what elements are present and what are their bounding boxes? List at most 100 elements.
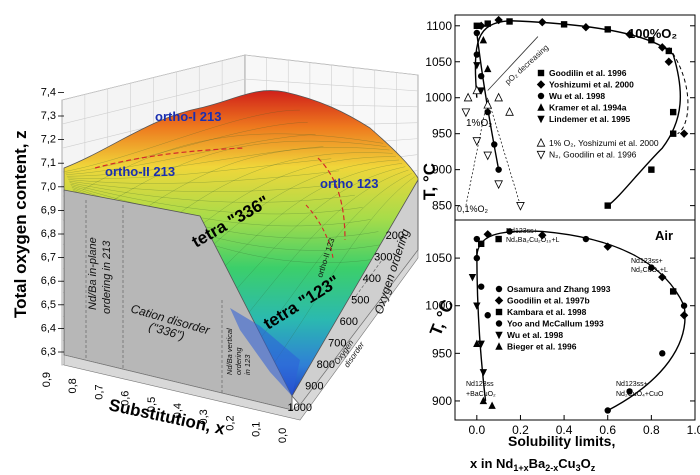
bottom-data-point <box>468 273 477 282</box>
bottom-x-tick-label: 0.2 <box>512 423 529 437</box>
t-axis-ticks: 200 300 400 500 600 700 800 900 1000 <box>288 230 404 414</box>
bottom-legend-text: Kambara et al. 1998 <box>507 307 587 317</box>
bottom-y-tick-label: 900 <box>432 394 452 408</box>
mesh-line <box>70 183 363 215</box>
bottom-legend-marker <box>495 331 503 340</box>
t-tick-label: 500 <box>351 295 369 307</box>
top-data-point <box>648 36 655 44</box>
phase-label-bot-right-1: Nd123ss+ <box>616 381 648 388</box>
z-tick-label: 6,4 <box>41 322 56 334</box>
top-y-tick-label: 950 <box>432 127 452 141</box>
bottom-legend-marker <box>494 296 504 305</box>
mesh-line <box>68 180 348 193</box>
t-tick-label: 300 <box>374 252 392 264</box>
bottom-x-tick-label: 1.0 <box>687 423 700 437</box>
bottom-data-point <box>679 311 689 320</box>
top-data-point <box>477 87 485 95</box>
t-tick-label: 900 <box>305 381 323 393</box>
top-legend-marker <box>537 115 545 124</box>
bottom-chart-ticks: 900 950 1000 1050 0.0 0.2 0.4 0.6 0.8 1.0 <box>425 251 700 437</box>
top-data-point <box>491 141 498 148</box>
mesh-line <box>120 147 390 225</box>
top-y-tick-label: 1050 <box>425 55 452 69</box>
bottom-data-point <box>603 242 612 251</box>
mesh-line <box>66 134 316 175</box>
bottom-data-point <box>538 231 547 240</box>
phase-label-top-left-1: Nd123ss+ <box>506 228 538 235</box>
top-label-01pct: 0,1%O₂ <box>457 204 489 214</box>
region-ortho1: ortho-I 213 <box>155 109 221 124</box>
top-data-point <box>484 108 491 116</box>
z-tick-label: 6,5 <box>41 299 56 311</box>
top-label-1pct: 1%O₂ <box>466 118 492 129</box>
z-tick-label: 6,6 <box>41 275 56 287</box>
mesh-line <box>272 176 415 365</box>
bottom-legend-text: Yoo and McCallum 1993 <box>507 319 604 329</box>
phase-label-bot-left-1: Nd123ss <box>466 381 494 388</box>
top-data-point <box>658 43 667 52</box>
x-tick-label: 0,2 <box>224 415 236 430</box>
boundary-orthoII123 <box>305 204 334 259</box>
top-data-point <box>669 108 677 116</box>
top-dashed-curve <box>668 47 689 135</box>
x-tick-label: 0,3 <box>198 409 210 424</box>
top-chart-plot <box>461 15 689 211</box>
wall-label-vertical-2: ordering <box>234 347 243 375</box>
x-axis-ticks: 0,9 0,8 0,7 0,6 0,5 0,4 0,3 0,2 0,1 0,0 <box>41 372 289 443</box>
wall-label-vertical-3: in 123 <box>243 354 252 375</box>
bottom-y-tick-label: 950 <box>432 346 452 360</box>
phase-label-bot-left-2: +BaCuO₂ <box>466 391 496 398</box>
x-tick-label: 0,8 <box>67 378 79 393</box>
t-tick-label: 600 <box>340 316 358 328</box>
bottom-data-point <box>626 388 633 395</box>
top-legend-marker <box>536 150 546 160</box>
z-tick-label: 6,3 <box>41 346 56 358</box>
top-data-point <box>538 17 547 27</box>
phase-label-top-left-2: Nd₄Ba₂Cu₂O₁₀+L <box>506 237 560 244</box>
t-tick-label: 1000 <box>288 402 312 414</box>
bottom-y-tick-label: 1050 <box>425 251 452 265</box>
top-data-point <box>495 166 502 173</box>
mesh-line <box>69 182 355 203</box>
bottom-data-point <box>479 396 488 405</box>
top-y-tick-label: 1100 <box>426 19 452 33</box>
bottom-data-point <box>659 350 666 357</box>
top-chart-y-ticks: 850 900 950 1000 1050 1100 <box>425 19 695 213</box>
t-tick-label: 700 <box>328 338 346 350</box>
top-data-point <box>665 47 673 55</box>
top-legend-text: Yoshizumi et al. 2000 <box>549 80 634 90</box>
x-tick-label: 0,1 <box>251 422 263 437</box>
bottom-legend-marker <box>495 320 503 327</box>
floor <box>63 249 419 421</box>
top-data-point <box>461 108 471 118</box>
top-legend-text: 1% O₂, Yoshizumi et al. 2000 <box>549 138 659 148</box>
bottom-data-point <box>506 228 513 235</box>
bottom-chart-plot <box>468 228 689 414</box>
bottom-data-point <box>477 340 485 349</box>
z-tick-label: 7,1 <box>41 157 56 169</box>
top-data-point <box>560 21 568 28</box>
bottom-data-point <box>477 240 485 248</box>
bottom-data-point <box>484 312 491 319</box>
mesh-line <box>253 173 412 348</box>
top-data-point <box>505 107 514 116</box>
z-tick-label: 7,3 <box>41 110 56 122</box>
top-data-point <box>604 26 611 33</box>
top-data-point <box>472 85 482 95</box>
bottom-chart-legend: Osamura and Zhang 1993 Goodilin et al. 19… <box>494 284 611 352</box>
top-chart-ylabel: T, °C <box>420 163 439 200</box>
top-data-point <box>473 29 481 37</box>
top-arrow <box>487 36 539 91</box>
mesh-line <box>82 133 384 190</box>
bottom-y-tick-label: 1000 <box>425 299 452 313</box>
bottom-data-point <box>488 401 496 409</box>
phase-label-bot-right-2: Nd₂CuO₄+CuO <box>616 391 664 398</box>
bottom-chart-xlabel: Solubility limits, <box>508 433 615 449</box>
bottom-x-tick-label: 0.4 <box>556 423 573 437</box>
top-data-point <box>494 15 503 25</box>
bottom-data-point <box>604 407 611 414</box>
top-data-point <box>476 21 486 30</box>
x-tick-label: 0,6 <box>120 391 132 406</box>
z-axis-label: Total oxygen content, z <box>11 130 30 318</box>
